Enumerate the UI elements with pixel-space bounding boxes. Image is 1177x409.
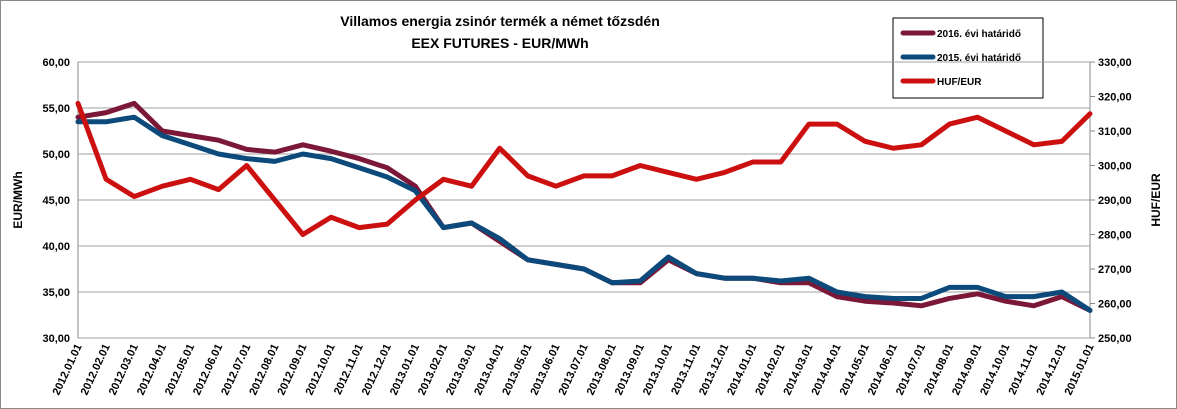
y-tick-label: 40,00 bbox=[42, 241, 70, 253]
y2-tick-label: 270,00 bbox=[1098, 264, 1132, 276]
chart-title: Villamos energia zsinór termék a német t… bbox=[340, 13, 660, 29]
series-line bbox=[75, 114, 1093, 313]
y2-tick-label: 330,00 bbox=[1098, 57, 1132, 69]
y2-tick-label: 290,00 bbox=[1098, 195, 1132, 207]
series-line bbox=[75, 100, 1093, 237]
y-axis-title: EUR/MWh bbox=[11, 171, 25, 228]
legend-label: HUF/EUR bbox=[937, 77, 982, 88]
y2-tick-label: 250,00 bbox=[1098, 333, 1132, 345]
y-tick-label: 50,00 bbox=[42, 149, 70, 161]
y2-tick-label: 320,00 bbox=[1098, 92, 1132, 104]
legend-label: 2015. évi határidő bbox=[937, 53, 1021, 64]
y-tick-label: 35,00 bbox=[42, 287, 70, 299]
y2-axis-title: HUF/EUR bbox=[1149, 173, 1163, 227]
y2-tick-label: 280,00 bbox=[1098, 230, 1132, 242]
legend-label: 2016. évi határidő bbox=[937, 29, 1021, 40]
y2-tick-label: 300,00 bbox=[1098, 161, 1132, 173]
y2-tick-label: 260,00 bbox=[1098, 299, 1132, 311]
y2-tick-label: 310,00 bbox=[1098, 126, 1132, 138]
y-tick-label: 60,00 bbox=[42, 57, 70, 69]
y-tick-label: 45,00 bbox=[42, 195, 70, 207]
y-tick-label: 55,00 bbox=[42, 103, 70, 115]
chart-subtitle: EEX FUTURES - EUR/MWh bbox=[411, 35, 588, 51]
y-tick-label: 30,00 bbox=[42, 333, 70, 345]
